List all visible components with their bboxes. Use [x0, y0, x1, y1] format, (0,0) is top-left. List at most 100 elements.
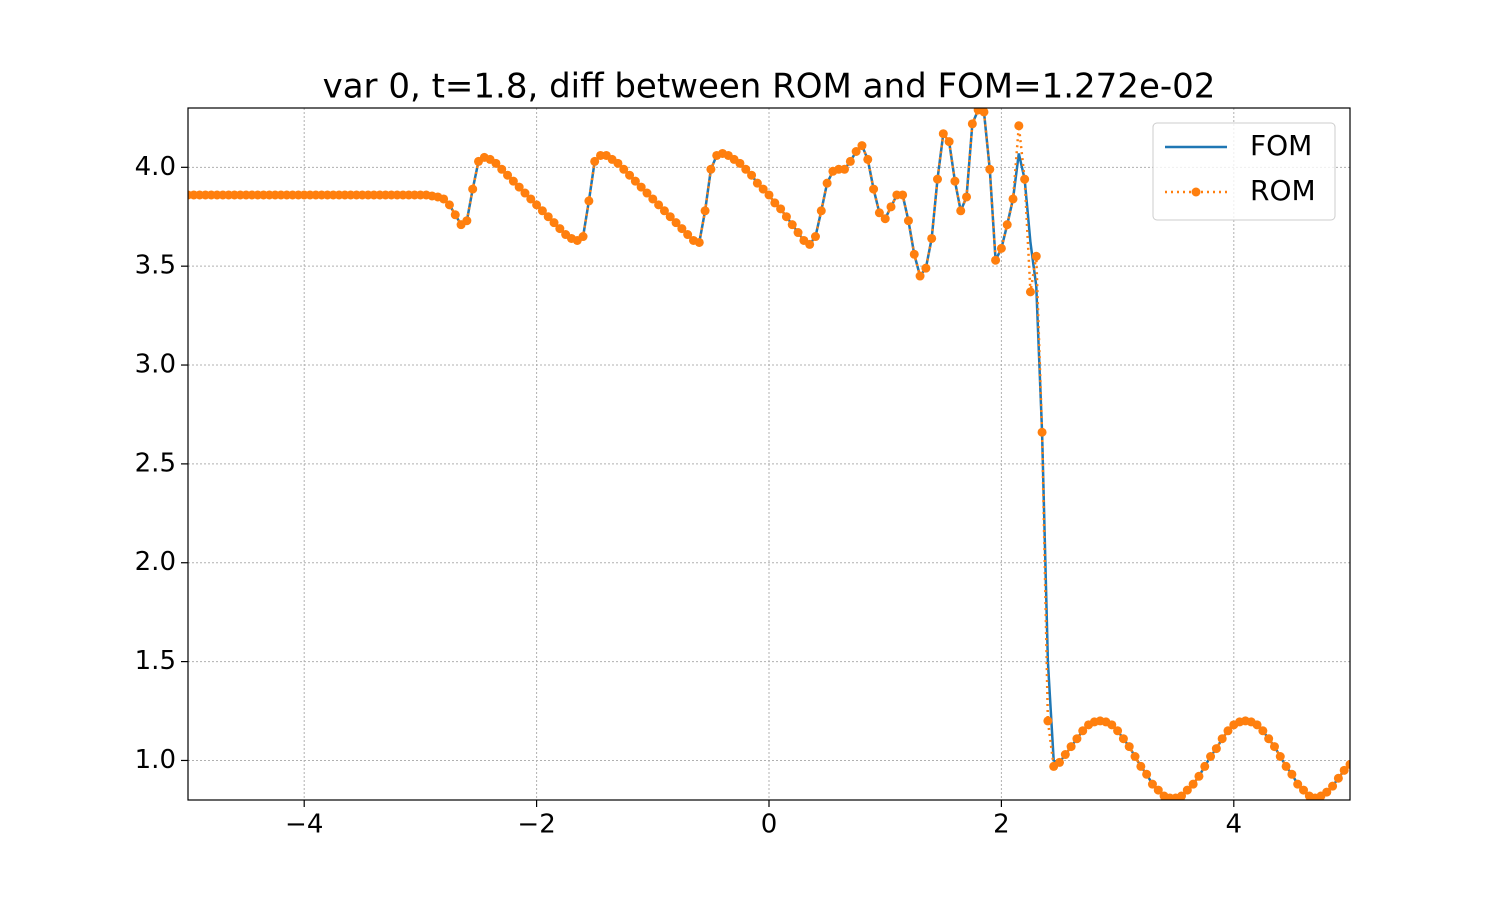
- data-point: [1130, 752, 1140, 762]
- data-point: [1147, 779, 1157, 789]
- data-point: [863, 154, 873, 164]
- data-point: [967, 119, 977, 129]
- data-point: [584, 196, 594, 206]
- data-point: [985, 164, 995, 174]
- data-point: [822, 178, 832, 188]
- data-point: [938, 129, 948, 139]
- data-point: [648, 194, 658, 204]
- data-point: [514, 182, 524, 192]
- data-point: [1223, 726, 1233, 736]
- data-point: [898, 190, 908, 200]
- data-point: [1345, 759, 1350, 769]
- data-point: [1020, 174, 1030, 184]
- data-point: [956, 206, 966, 216]
- data-point: [555, 224, 565, 234]
- data-point: [851, 146, 861, 156]
- data-point: [694, 237, 704, 247]
- y-tick-label: 3.0: [135, 350, 176, 380]
- data-point: [1177, 791, 1187, 800]
- data-point: [1258, 726, 1268, 736]
- data-point: [439, 194, 449, 204]
- data-point: [700, 206, 710, 216]
- data-point: [764, 190, 774, 200]
- data-point: [1066, 742, 1076, 752]
- data-point: [706, 164, 716, 174]
- data-point: [636, 182, 646, 192]
- y-tick-label: 4.0: [135, 152, 176, 182]
- data-point: [927, 233, 937, 243]
- legend-label: ROM: [1250, 174, 1316, 207]
- data-point: [1043, 716, 1053, 726]
- data-point: [1264, 734, 1274, 744]
- data-point: [921, 263, 931, 273]
- data-point: [462, 216, 472, 226]
- x-tick-label: 0: [761, 810, 778, 840]
- data-point: [665, 212, 675, 222]
- data-point: [537, 206, 547, 216]
- data-point: [1107, 720, 1117, 730]
- data-point: [1072, 734, 1082, 744]
- data-point: [962, 192, 972, 202]
- data-point: [590, 156, 600, 166]
- data-point: [1078, 726, 1088, 736]
- data-point: [1153, 785, 1163, 795]
- x-tick-label: −2: [517, 810, 555, 840]
- data-point: [503, 170, 513, 180]
- data-point: [1211, 744, 1221, 754]
- data-point: [1113, 726, 1123, 736]
- data-point: [1188, 779, 1198, 789]
- data-point: [1037, 427, 1047, 437]
- data-point: [1014, 121, 1024, 131]
- data-point: [613, 158, 623, 168]
- data-point: [491, 158, 501, 168]
- data-point: [1025, 287, 1035, 297]
- data-point: [1200, 761, 1210, 771]
- data-point: [520, 188, 530, 198]
- data-point: [857, 141, 867, 151]
- legend: FOM ROM: [1152, 122, 1336, 221]
- data-point: [810, 232, 820, 242]
- data-point: [642, 188, 652, 198]
- legend-label: FOM: [1250, 129, 1312, 162]
- data-point: [532, 200, 542, 210]
- data-point: [816, 206, 826, 216]
- data-point: [497, 164, 507, 174]
- data-point: [659, 206, 669, 216]
- data-point: [1293, 779, 1303, 789]
- data-point: [444, 200, 454, 210]
- y-tick-label: 3.5: [135, 251, 176, 281]
- data-point: [758, 184, 768, 194]
- data-point: [1322, 787, 1332, 797]
- data-point: [1287, 769, 1297, 779]
- data-point: [781, 212, 791, 222]
- data-point: [944, 137, 954, 147]
- data-point: [787, 220, 797, 230]
- data-point: [1333, 773, 1343, 783]
- data-point: [747, 170, 757, 180]
- data-point: [630, 176, 640, 186]
- data-point: [1118, 734, 1128, 744]
- data-point: [886, 202, 896, 212]
- data-point: [654, 200, 664, 210]
- chart-title: var 0, t=1.8, diff between ROM and FOM=1…: [323, 67, 1216, 107]
- plot-area: [188, 108, 1350, 800]
- data-point: [677, 224, 687, 234]
- y-tick-label: 1.0: [135, 745, 176, 775]
- data-point: [683, 230, 693, 240]
- data-point: [619, 164, 629, 174]
- data-point: [1206, 752, 1216, 762]
- data-point: [671, 218, 681, 228]
- data-point: [880, 214, 890, 224]
- data-point: [508, 176, 518, 186]
- data-point: [526, 194, 536, 204]
- y-tick-label: 2.0: [135, 547, 176, 577]
- data-point: [1002, 220, 1012, 230]
- y-tick-label: 2.5: [135, 448, 176, 478]
- data-point: [1182, 785, 1192, 795]
- data-point: [793, 228, 803, 238]
- data-point: [625, 170, 635, 180]
- data-point: [1281, 761, 1291, 771]
- data-point: [1217, 734, 1227, 744]
- data-point: [903, 216, 913, 226]
